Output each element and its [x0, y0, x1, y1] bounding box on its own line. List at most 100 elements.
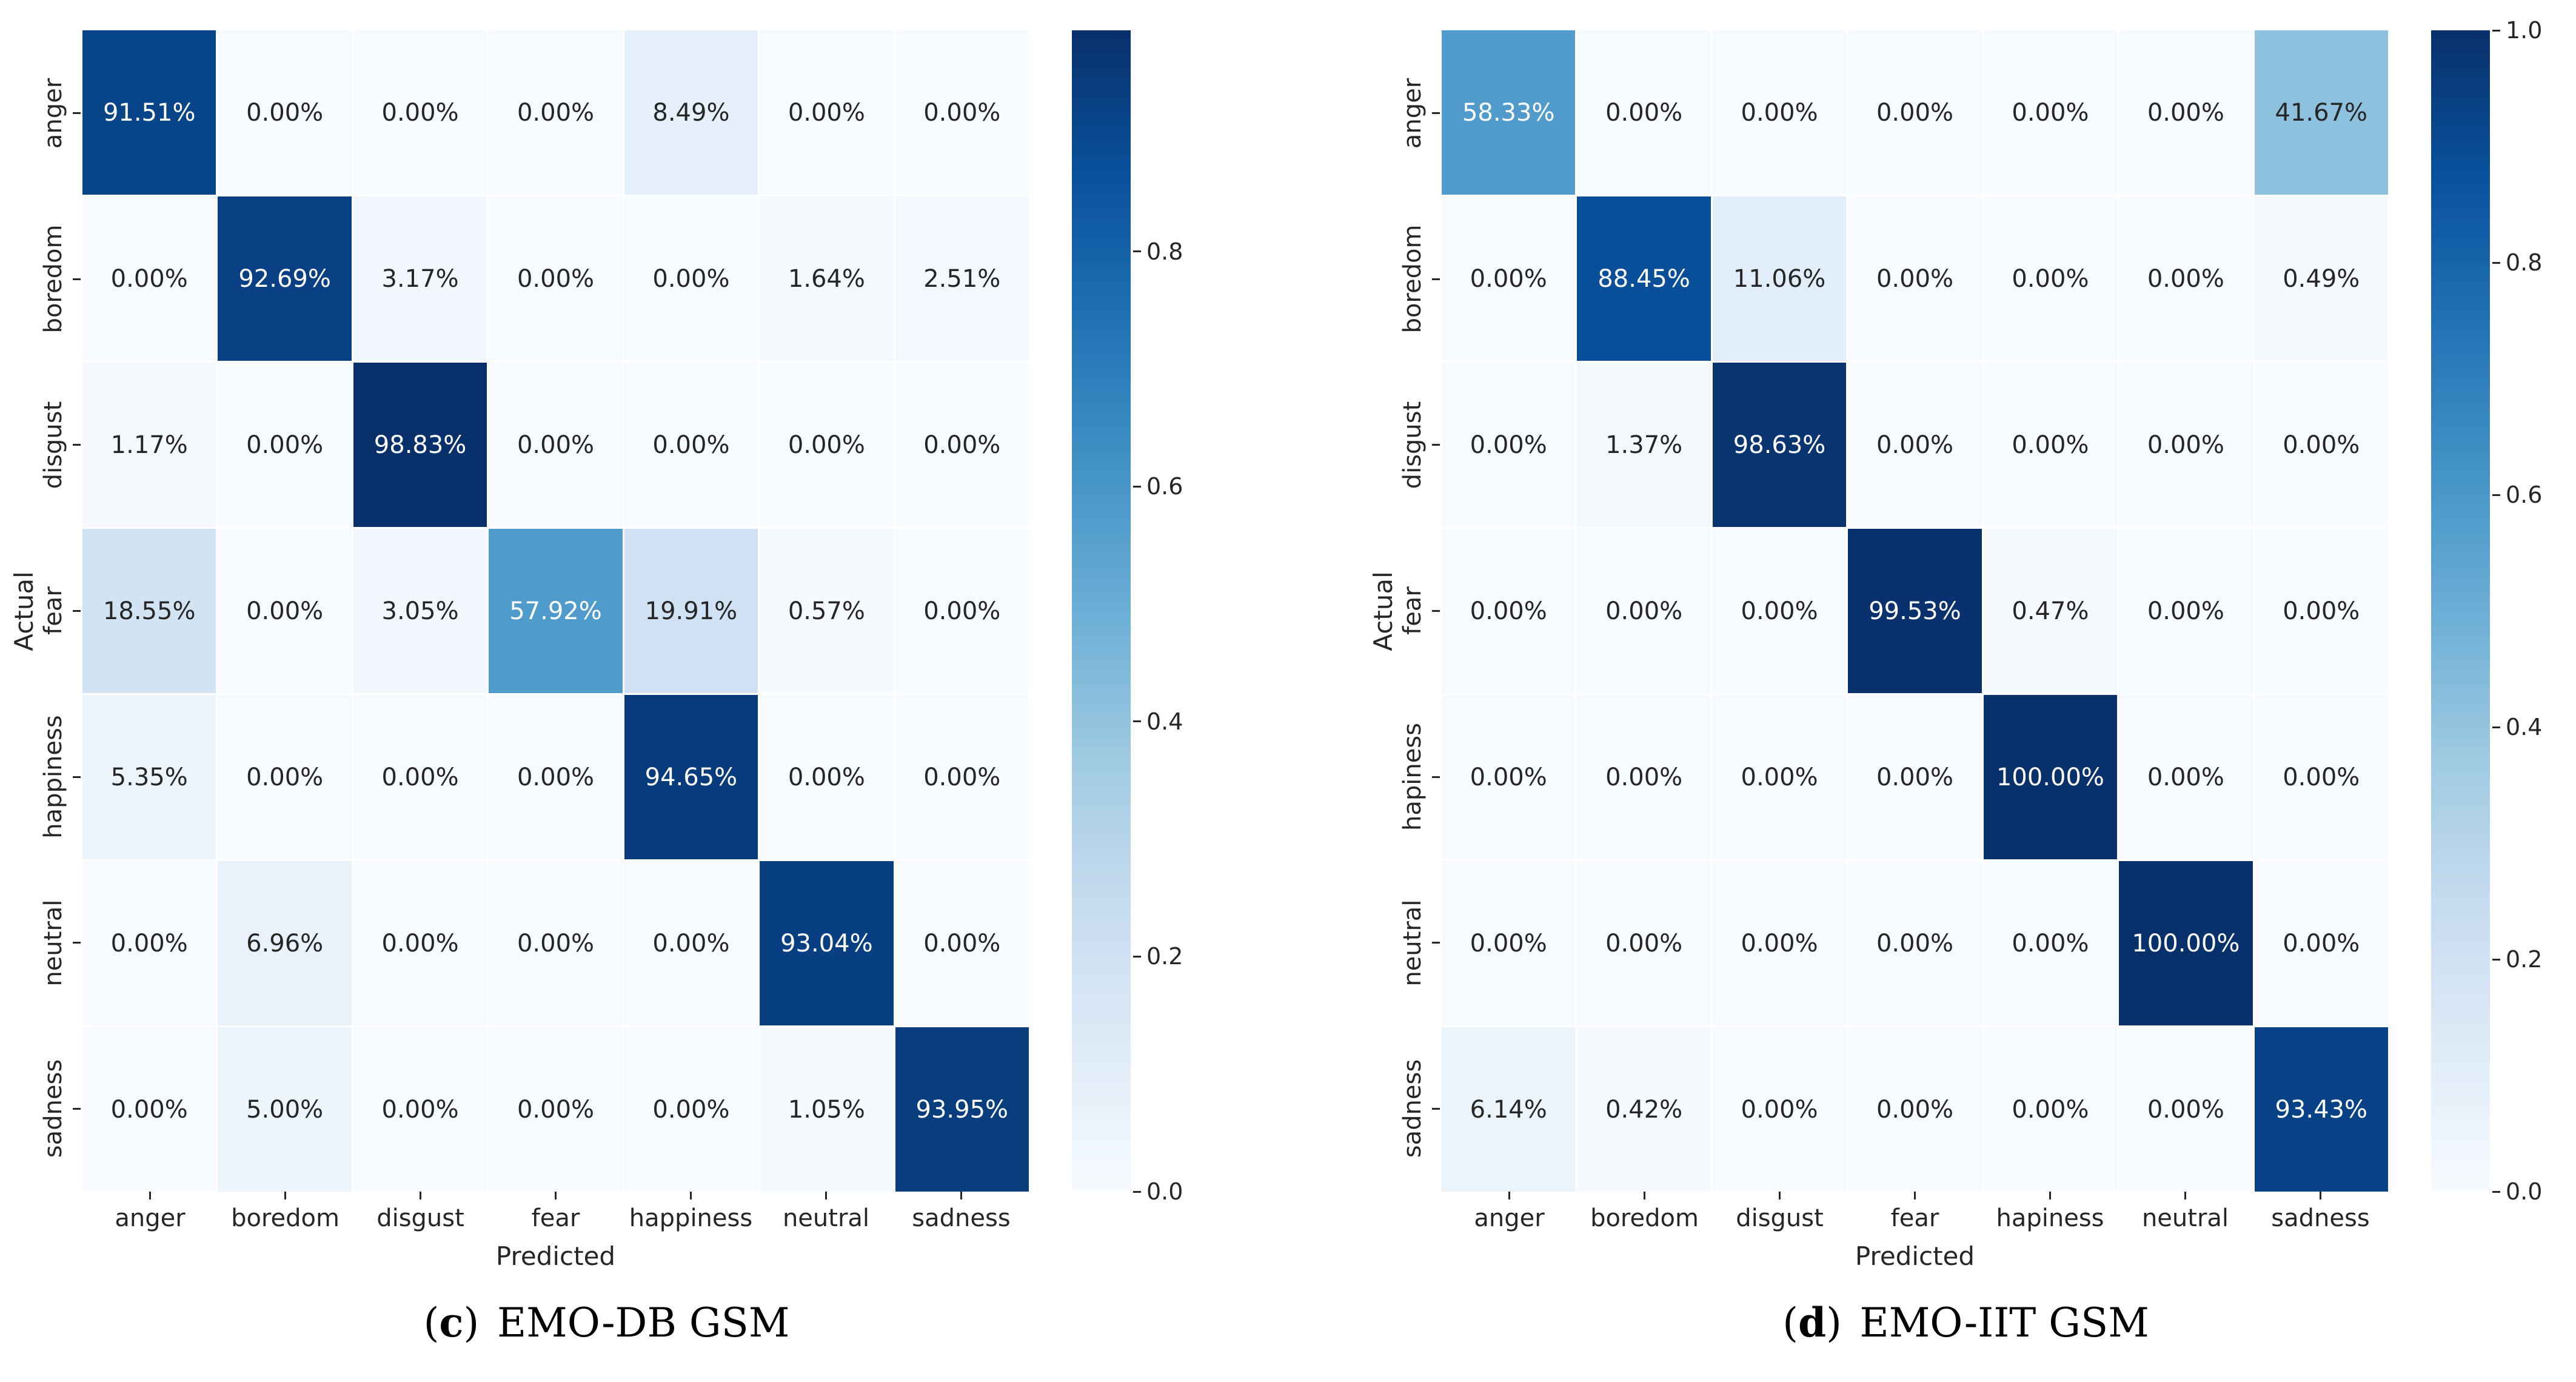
heatmap-cell: 0.00% [1983, 1027, 2118, 1192]
y-tick-label: disgust [1398, 401, 1427, 489]
heatmap-cell: 0.00% [1983, 30, 2118, 195]
y-tick-mark [73, 278, 81, 280]
heatmap-cell: 93.04% [760, 861, 894, 1025]
y-axis-label: Actual [9, 571, 39, 651]
colorbar-tick-label: 0.8 [2506, 249, 2543, 276]
caption-text: EMO-IIT GSM [1859, 1300, 2149, 1346]
heatmap-cell: 0.00% [1983, 363, 2118, 527]
x-tick-mark [284, 1192, 286, 1199]
heatmap-cell: 93.43% [2254, 1027, 2388, 1192]
heatmap-cell: 0.00% [1983, 196, 2118, 361]
y-axis-label: Actual [1368, 571, 1398, 651]
y-tick-mark [73, 112, 81, 115]
y-tick-mark [1432, 942, 1440, 944]
heatmap-cell: 100.00% [2119, 861, 2253, 1025]
colorbar-tick-label: 0.6 [2506, 481, 2543, 508]
colorbar-tick-mark [1133, 250, 1141, 253]
heatmap-grid: 58.33% 0.00% 0.00% 0.00% 0.00% 0.00% 41.67% 0.0… [1442, 30, 2388, 1192]
heatmap-cell: 57.92% [489, 529, 623, 693]
heatmap-cell: 0.00% [2254, 529, 2388, 693]
heatmap-cell: 0.00% [489, 1027, 623, 1192]
colorbar-tick-mark [2492, 29, 2500, 32]
heatmap-cell: 18.55% [82, 529, 216, 693]
x-tick-label: boredom [1590, 1204, 1699, 1232]
x-tick-mark [1914, 1192, 1916, 1199]
heatmap-cell: 11.06% [1712, 196, 1847, 361]
x-axis-label: Predicted [495, 1241, 616, 1271]
heatmap-cell: 0.00% [353, 861, 487, 1025]
x-tick-mark [690, 1192, 692, 1199]
x-tick-label: neutral [2141, 1204, 2229, 1232]
heatmap-cell: 0.00% [489, 861, 623, 1025]
heatmap-cell: 0.00% [2119, 196, 2253, 361]
y-tick-mark [1432, 444, 1440, 446]
heatmap-cell: 1.05% [760, 1027, 894, 1192]
heatmap-cell: 0.00% [1983, 861, 2118, 1025]
y-tick-label: fear [39, 586, 67, 636]
heatmap-cell: 0.00% [1848, 363, 1982, 527]
caption-paren-close: ) [463, 1300, 480, 1346]
heatmap-cell: 0.00% [82, 861, 216, 1025]
heatmap-cell: 0.00% [895, 363, 1029, 527]
x-tick-mark [825, 1192, 827, 1199]
y-tick-label: boredom [39, 224, 67, 334]
colorbar-tick-mark [1133, 1190, 1141, 1193]
heatmap-cell: 0.00% [218, 695, 352, 859]
figure-caption: (c) EMO-DB GSM [58, 1299, 1155, 1346]
heatmap-cell: 94.65% [624, 695, 758, 859]
heatmap-cell: 0.00% [1577, 861, 1711, 1025]
y-tick-label: anger [39, 78, 67, 149]
heatmap-cell: 0.00% [1712, 30, 1847, 195]
colorbar-tick-label: 0.0 [2506, 1178, 2543, 1205]
heatmap-cell: 0.00% [2119, 363, 2253, 527]
heatmap-cell: 92.69% [218, 196, 352, 361]
colorbar-tick-mark [1133, 720, 1141, 723]
heatmap-cell: 0.00% [2254, 861, 2388, 1025]
heatmap-cell: 0.00% [624, 196, 758, 361]
colorbar-tick-label: 0.0 [1146, 1178, 1183, 1205]
caption-letter: c [439, 1299, 464, 1346]
heatmap-cell: 5.35% [82, 695, 216, 859]
heatmap-cell: 0.00% [218, 363, 352, 527]
heatmap-cell: 0.00% [1577, 529, 1711, 693]
heatmap-cell: 0.00% [1712, 1027, 1847, 1192]
heatmap-cell: 8.49% [624, 30, 758, 195]
heatmap-cell: 0.00% [1442, 695, 1576, 859]
heatmap-cell: 0.00% [2119, 695, 2253, 859]
heatmap-cell: 0.00% [1442, 363, 1576, 527]
x-tick-label: fear [1890, 1204, 1939, 1232]
caption-paren-open: ( [423, 1300, 440, 1346]
y-tick-mark [73, 444, 81, 446]
colorbar-tick-mark [2492, 261, 2500, 264]
y-tick-label: neutral [1398, 899, 1427, 987]
colorbar-tick-label: 0.4 [1146, 708, 1183, 735]
heatmap-cell: 6.14% [1442, 1027, 1576, 1192]
y-tick-mark [73, 942, 81, 944]
heatmap-cell: 0.00% [2119, 1027, 2253, 1192]
heatmap-cell: 0.00% [82, 1027, 216, 1192]
x-tick-label: neutral [782, 1204, 870, 1232]
heatmap-cell: 0.00% [1712, 861, 1847, 1025]
heatmap-cell: 0.00% [1577, 695, 1711, 859]
x-tick-label: boredom [231, 1204, 340, 1232]
colorbar [1072, 30, 1131, 1192]
heatmap-cell: 2.51% [895, 196, 1029, 361]
heatmap-cell: 0.00% [760, 363, 894, 527]
heatmap-cell: 0.00% [1848, 861, 1982, 1025]
colorbar-tick-mark [2492, 1190, 2500, 1193]
x-tick-mark [2184, 1192, 2186, 1199]
heatmap-cell: 0.00% [895, 861, 1029, 1025]
x-tick-mark [2320, 1192, 2321, 1199]
x-tick-mark [1644, 1192, 1645, 1199]
heatmap-cell: 88.45% [1577, 196, 1711, 361]
x-tick-label: happiness [629, 1204, 753, 1232]
colorbar-tick-mark [2492, 494, 2500, 496]
heatmap-cell: 0.00% [1712, 529, 1847, 693]
heatmap-cell: 0.00% [2254, 695, 2388, 859]
y-tick-mark [73, 609, 81, 612]
caption-paren-close: ) [1826, 1300, 1842, 1346]
heatmap-cell: 3.17% [353, 196, 487, 361]
heatmap-cell: 0.00% [1577, 30, 1711, 195]
heatmap-cell: 1.17% [82, 363, 216, 527]
